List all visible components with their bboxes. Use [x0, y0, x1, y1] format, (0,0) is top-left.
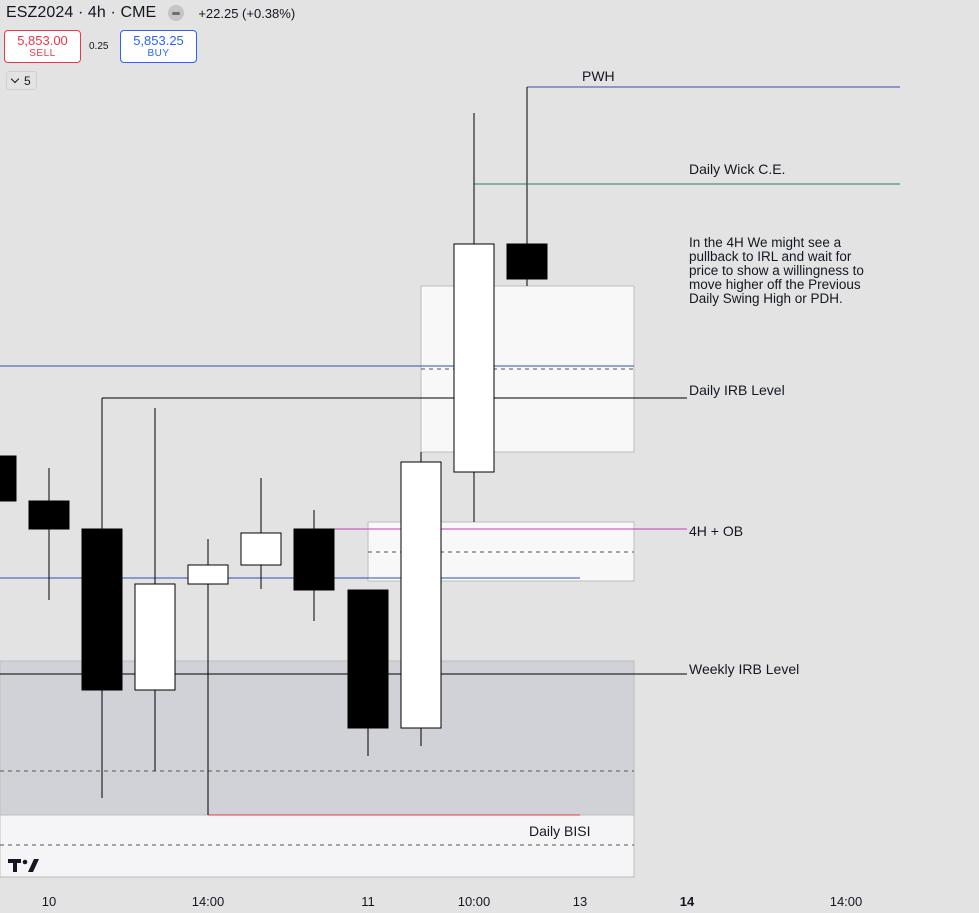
- bisi-zone: [0, 814, 635, 878]
- x-tick-label: 14:00: [830, 894, 863, 909]
- candle-10[interactable]: [453, 243, 495, 473]
- tradingview-logo-icon[interactable]: [8, 857, 40, 875]
- annotation-text: In the 4H We might see a pullback to IRL…: [689, 235, 868, 306]
- buy-button[interactable]: 5,853.25 BUY: [120, 30, 197, 63]
- candle-2[interactable]: [28, 500, 70, 530]
- minus-icon[interactable]: [168, 5, 185, 21]
- symbol-title[interactable]: ESZ2024 · 4h · CME: [6, 4, 157, 21]
- weekly-irb-label: Weekly IRB Level: [689, 661, 799, 677]
- indicators-count: 5: [24, 73, 31, 88]
- bisi-label: Daily BISI: [529, 823, 590, 839]
- indicators-toggle-button[interactable]: 5: [6, 71, 37, 90]
- x-tick-label: 14: [680, 894, 695, 909]
- pwh-label: PWH: [582, 68, 615, 84]
- candle-9[interactable]: [400, 461, 442, 729]
- sell-label: SELL: [29, 47, 56, 59]
- candle-8[interactable]: [347, 589, 389, 729]
- daily-irb-label: Daily IRB Level: [689, 382, 785, 398]
- x-axis: 10 14:00 11 10:00 13 14 14:00: [42, 894, 863, 909]
- annotation-line: move higher off the Previous: [689, 277, 861, 292]
- ob-label: 4H + OB: [689, 523, 743, 539]
- x-tick-label: 11: [361, 894, 375, 909]
- chevron-down-icon: [10, 74, 20, 83]
- x-tick-label: 10:00: [458, 894, 491, 909]
- x-tick-label: 14:00: [192, 894, 225, 909]
- annotation-line: price to show a willingness to: [689, 263, 864, 278]
- x-tick-label: 13: [573, 894, 587, 909]
- candle-3[interactable]: [81, 528, 123, 691]
- buy-label: BUY: [147, 47, 170, 59]
- annotation-line: Daily Swing High or PDH.: [689, 291, 843, 306]
- annotation-line: In the 4H We might see a: [689, 235, 842, 250]
- price-change: +22.25 (+0.38%): [198, 5, 296, 21]
- candle-11[interactable]: [506, 243, 548, 280]
- candle-4[interactable]: [134, 583, 176, 691]
- candle-7[interactable]: [293, 528, 335, 591]
- candle-group[interactable]: [0, 113, 548, 815]
- annotation-line: pullback to IRL and wait for: [689, 249, 852, 264]
- sell-button[interactable]: 5,853.00 SELL: [4, 30, 81, 63]
- x-tick-label: 10: [42, 894, 56, 909]
- candle-5[interactable]: [187, 564, 229, 585]
- spread-value: 0.25: [89, 41, 109, 52]
- buy-price: 5,853.25: [133, 32, 184, 48]
- wick-ce-label: Daily Wick C.E.: [689, 161, 785, 177]
- candle-1[interactable]: [0, 455, 17, 502]
- candle-6[interactable]: [240, 532, 282, 566]
- symbol-header: ESZ2024 · 4h · CME +22.25 (+0.38%): [6, 4, 295, 22]
- sell-price: 5,853.00: [17, 32, 68, 48]
